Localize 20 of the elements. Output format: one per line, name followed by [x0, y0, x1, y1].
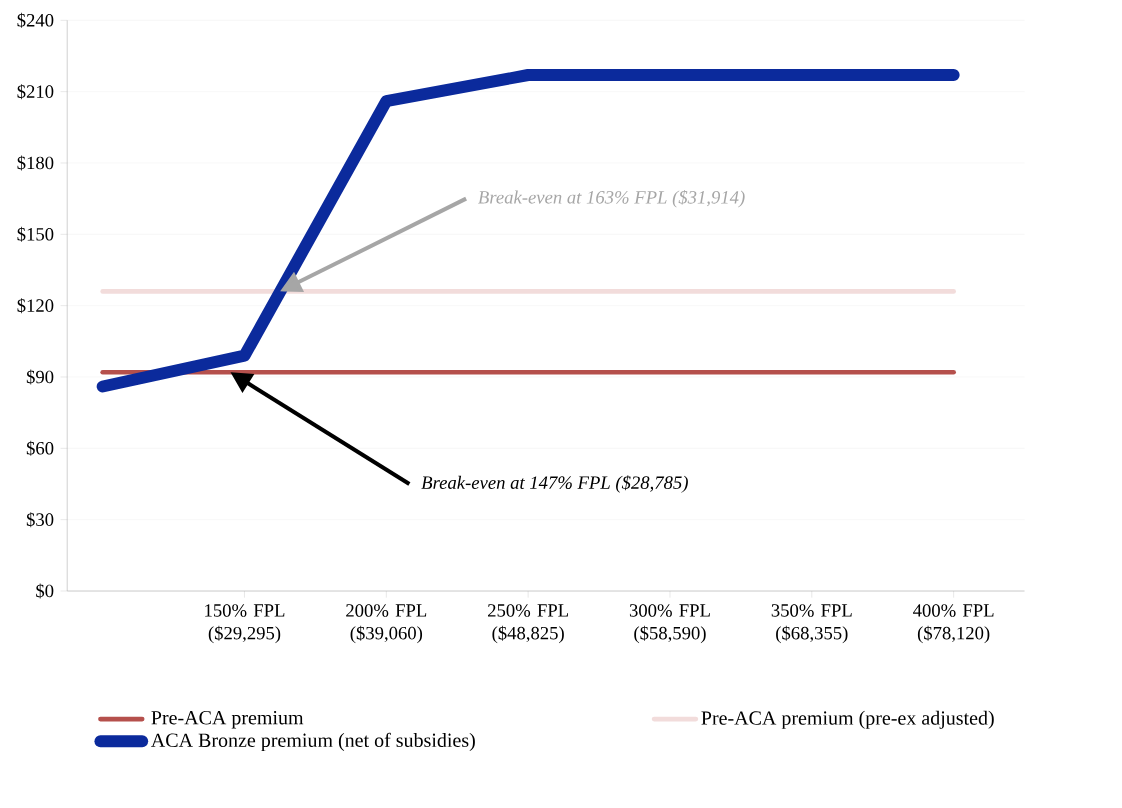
y-tick-label: $30 — [26, 512, 54, 528]
y-tick-label: $210 — [17, 84, 54, 100]
y-tick-label: $0 — [36, 583, 54, 599]
legend-label: ACA Bronze premium (net of subsidies) — [151, 732, 475, 752]
legend-label: Pre-ACA premium (pre-ex adjusted) — [701, 710, 994, 729]
y-tick-label: $150 — [17, 226, 54, 242]
legend-label: Pre-ACA premium — [151, 711, 304, 729]
x-tick-label: 150% FPL ($29,295) — [205, 604, 285, 644]
y-tick-label: $90 — [26, 369, 54, 385]
x-tick-label: 350% FPL ($68,355) — [771, 604, 852, 644]
y-tick-label: $240 — [17, 12, 54, 28]
x-tick-label: 400% FPL ($78,120) — [913, 604, 994, 644]
y-tick-label: $120 — [17, 298, 54, 314]
x-tick-label: 250% FPL ($48,825) — [488, 604, 568, 644]
annotation: Break-even at 147% FPL ($28,785) — [421, 475, 688, 493]
x-tick-label: 200% FPL ($39,060) — [346, 604, 427, 644]
annotation: Break-even at 163% FPL ($31,914) — [478, 189, 745, 208]
x-tick-label: 300% FPL ($58,590) — [629, 604, 710, 644]
y-tick-label: $180 — [17, 155, 54, 171]
y-tick-label: $60 — [26, 440, 54, 456]
